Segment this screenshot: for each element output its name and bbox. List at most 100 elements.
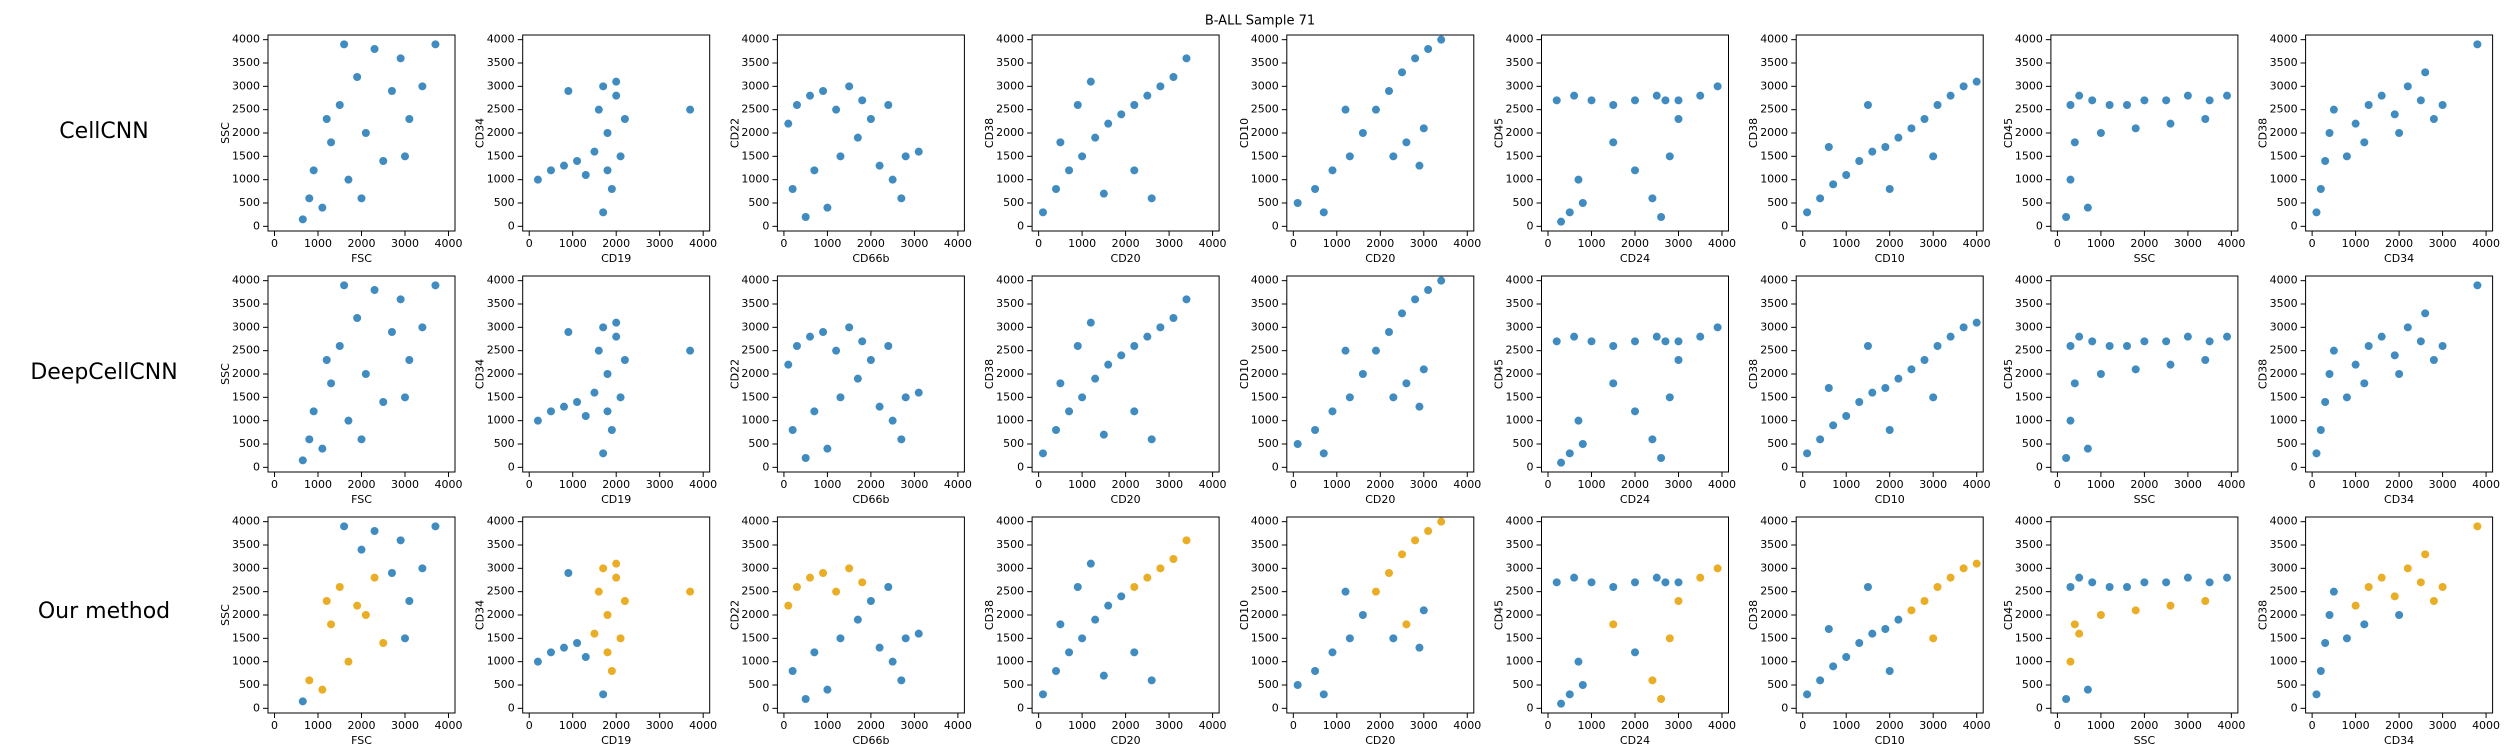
point	[387, 328, 396, 336]
point	[1829, 662, 1838, 671]
x-tick-label: 4000	[2217, 719, 2245, 732]
point	[1156, 323, 1165, 332]
point	[1665, 393, 1674, 402]
point	[1570, 332, 1579, 341]
point	[2096, 370, 2105, 378]
y-tick-label: 0	[2291, 460, 2298, 473]
point	[2416, 337, 2425, 346]
point	[1143, 91, 1152, 100]
plot-area	[1293, 517, 1446, 699]
x-tick-label: 3000	[646, 719, 674, 732]
panel: 0 1000 2000 3000 4000 0 500 1000 1500 2000 2500 300…	[2002, 515, 2245, 747]
y-tick-label: 2000	[2015, 608, 2043, 621]
point	[784, 119, 793, 128]
point	[914, 147, 923, 156]
x-tick-label: 4000	[1963, 719, 1991, 732]
plot-area	[2062, 91, 2232, 221]
y-tick-label: 3500	[1251, 538, 1279, 551]
y-tick-label: 0	[508, 460, 515, 473]
point	[361, 129, 370, 137]
point	[1078, 393, 1087, 402]
row-label: DeepCellCNN	[30, 360, 177, 385]
x-tick-label: 4000	[2217, 237, 2245, 250]
point	[2360, 620, 2369, 629]
y-tick-label: 3000	[1760, 320, 1788, 333]
y-tick-label: 3500	[996, 297, 1024, 310]
y-tick-label: 4000	[232, 33, 260, 46]
y-tick-label: 2500	[487, 585, 515, 598]
point	[2438, 101, 2447, 109]
point	[305, 676, 314, 685]
point	[792, 101, 801, 109]
x-tick-label: 0	[1290, 237, 1297, 250]
point	[1411, 54, 1420, 63]
point	[603, 611, 612, 619]
y-tick-label: 3500	[741, 297, 769, 310]
point	[1328, 648, 1337, 657]
y-tick-label: 2000	[487, 608, 515, 621]
point	[810, 166, 819, 175]
point	[2377, 91, 2386, 100]
point	[1855, 398, 1864, 406]
x-tick-label: 2000	[2130, 719, 2158, 732]
point	[1065, 407, 1074, 416]
y-tick-label: 500	[1258, 196, 1279, 209]
point	[2162, 96, 2171, 105]
point	[2140, 96, 2149, 105]
point	[2395, 129, 2404, 137]
point	[418, 323, 427, 332]
point	[370, 45, 379, 53]
point	[612, 559, 621, 568]
point	[1319, 690, 1328, 699]
x-axis-label: CD10	[1875, 734, 1905, 747]
y-tick-label: 3500	[741, 538, 769, 551]
point	[603, 648, 612, 657]
x-tick-label: 1000	[2087, 237, 2115, 250]
x-tick-label: 2000	[2130, 478, 2158, 491]
y-tick-label: 3000	[1251, 561, 1279, 574]
plot-area	[1803, 77, 1981, 217]
point	[1384, 328, 1393, 336]
x-tick-label: 1000	[1068, 719, 1096, 732]
point	[897, 435, 906, 444]
y-tick-label: 3000	[2270, 79, 2298, 92]
point	[573, 398, 582, 406]
x-tick-label: 3000	[646, 237, 674, 250]
y-tick-label: 4000	[2270, 33, 2298, 46]
y-tick-label: 3000	[741, 320, 769, 333]
y-tick-label: 0	[1781, 460, 1788, 473]
point	[884, 583, 893, 591]
y-tick-label: 500	[1767, 678, 1788, 691]
point	[897, 194, 906, 203]
point	[858, 578, 867, 587]
x-axis-label: CD20	[1365, 252, 1395, 265]
point	[2088, 578, 2097, 587]
y-tick-label: 2500	[232, 103, 260, 116]
x-tick-label: 4000	[434, 478, 462, 491]
point	[379, 157, 388, 165]
x-tick-label: 0	[1799, 719, 1806, 732]
x-tick-label: 3000	[1410, 237, 1438, 250]
point	[1104, 119, 1113, 128]
x-axis-label: CD24	[1620, 252, 1650, 265]
point	[2066, 657, 2075, 666]
y-tick-label: 1000	[996, 655, 1024, 668]
y-tick-label: 4000	[996, 274, 1024, 287]
x-tick-label: 3000	[391, 478, 419, 491]
point	[2316, 667, 2325, 675]
point	[2205, 578, 2214, 587]
panel: 0 1000 2000 3000 4000 0 500 1000 1500 2000 2500 300…	[2257, 33, 2500, 265]
point	[1578, 681, 1587, 689]
point	[2473, 522, 2482, 531]
y-tick-label: 3000	[2270, 561, 2298, 574]
point	[581, 412, 590, 420]
point	[322, 597, 331, 605]
y-tick-label: 500	[2022, 437, 2043, 450]
point	[2083, 685, 2092, 694]
plot-area	[298, 40, 440, 224]
point	[2329, 346, 2338, 355]
point	[400, 152, 409, 161]
y-axis-label: CD10	[1238, 600, 1251, 630]
point	[1169, 555, 1178, 563]
